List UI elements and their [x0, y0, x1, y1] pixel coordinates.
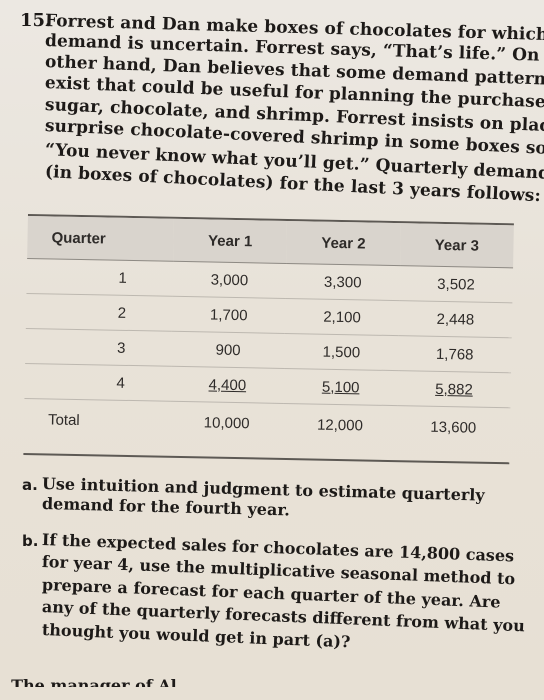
table-cell: 1,768 [397, 335, 512, 373]
next-problem-fragment: . The manager of Al... [0, 676, 194, 695]
total-label: Total [47, 410, 80, 429]
quarter-cell: 2 [25, 293, 173, 332]
quarter-cell: 4 [24, 363, 172, 402]
demand-table: Quarter Year 1 Year 2 Year 3 1 3,000 3,3… [23, 214, 514, 465]
column-header: Year 3 [399, 223, 514, 268]
table-cell: 2,100 [285, 298, 400, 336]
table-cell: 900 [171, 331, 286, 369]
table-cell: 10,000 [203, 413, 250, 432]
table-cell: 12,000 [316, 416, 364, 434]
problem-number: 15. [20, 10, 52, 31]
table-cell: 3,502 [399, 265, 514, 303]
column-header: Year 2 [286, 220, 401, 266]
table-cell: 5,882 [397, 370, 512, 408]
column-header: Quarter [27, 215, 174, 262]
part-a-label: a. [22, 476, 38, 494]
part-b-label: b. [22, 532, 39, 550]
table-cell: 3,000 [172, 261, 287, 299]
table-cell: 4,400 [170, 366, 285, 404]
quarter-cell: 1 [26, 258, 174, 297]
table-cell: 13,600 [430, 418, 477, 437]
table-cell: 1,500 [284, 333, 399, 371]
table-cell: 3,300 [285, 263, 400, 301]
table-total-row: Total 10,000 12,000 13,600 [24, 398, 511, 448]
column-header: Year 1 [173, 218, 288, 264]
quarter-cell: 3 [25, 328, 172, 367]
table-cell: 1,700 [171, 296, 286, 334]
table-cell: 5,100 [283, 368, 398, 406]
table-cell: 2,448 [398, 300, 513, 338]
